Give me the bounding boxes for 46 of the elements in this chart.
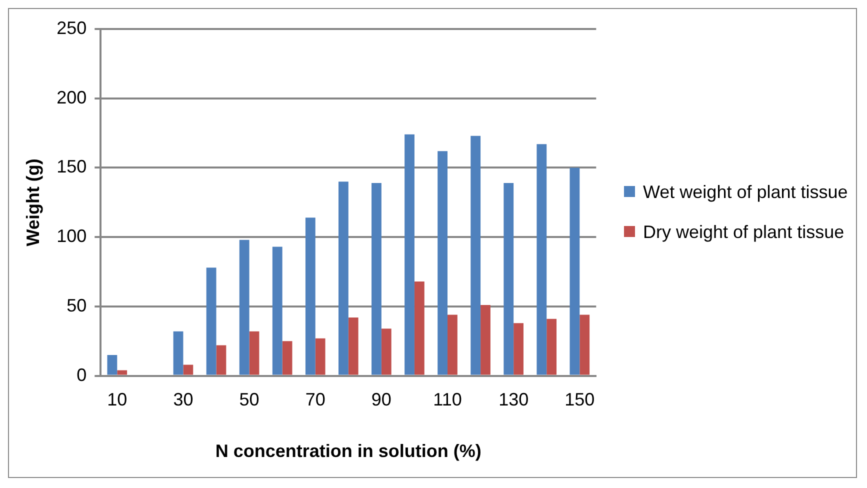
bar: [372, 182, 382, 375]
x-tick-label: 90: [371, 390, 392, 410]
bar: [514, 323, 524, 375]
bar: [107, 354, 118, 375]
bar: [580, 314, 590, 375]
legend-label: Dry weight of plant tissue: [643, 221, 844, 244]
bar: [216, 345, 226, 375]
bar: [173, 331, 184, 375]
bar: [338, 182, 348, 375]
x-tick-label: 50: [239, 390, 260, 410]
y-tick-label: 0: [76, 364, 87, 385]
bar: [305, 218, 316, 375]
bar: [570, 168, 580, 375]
bar: [404, 134, 414, 375]
x-tick-label: 150: [564, 390, 595, 410]
x-tick-label: 30: [173, 390, 194, 410]
bar: [448, 314, 458, 375]
bar: [183, 364, 194, 375]
bar: [470, 136, 481, 375]
bar: [414, 281, 424, 375]
y-tick-label: 50: [66, 295, 87, 316]
bar: [315, 338, 326, 375]
bar: [348, 318, 358, 375]
x-tick-label: 110: [433, 390, 462, 410]
x-tick-label: 130: [498, 390, 529, 410]
bar: [239, 240, 250, 375]
bar: [117, 370, 128, 375]
legend-label: Wet weight of plant tissue: [643, 181, 848, 204]
bar: [480, 305, 490, 375]
bar: [206, 268, 216, 375]
bar: [546, 318, 557, 375]
y-tick-label: 250: [56, 18, 87, 38]
bar: [504, 182, 514, 375]
y-axis-title: Weight (g): [22, 158, 43, 246]
bar: [282, 341, 292, 375]
bar: [381, 328, 392, 375]
x-axis-title: N concentration in solution (%): [215, 441, 482, 462]
bar: [272, 246, 282, 375]
x-tick-label: 70: [305, 390, 326, 410]
bar: [438, 151, 448, 375]
bar: [536, 144, 547, 375]
x-tick-label: 10: [107, 390, 128, 410]
y-tick-label: 150: [56, 156, 87, 177]
y-tick-label: 100: [56, 226, 87, 246]
y-tick-label: 200: [56, 87, 87, 108]
bar: [249, 331, 260, 375]
